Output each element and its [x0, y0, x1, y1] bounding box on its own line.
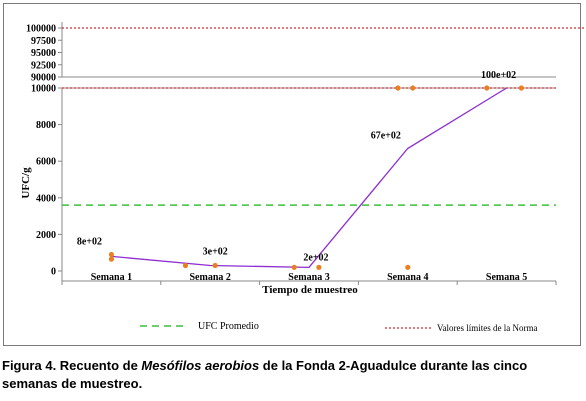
x-tick-label: Semana 1: [91, 272, 132, 283]
replicate-point: [410, 85, 416, 91]
x-tick-label: Semana 5: [486, 272, 527, 283]
lower-y-tick-label: 4000: [36, 193, 56, 204]
lower-y-tick-label: 10000: [31, 84, 56, 95]
replicate-point: [108, 251, 114, 258]
upper-y-tick-label: 92500: [31, 60, 56, 71]
replicate-point: [484, 85, 490, 91]
caption-prefix: Figura 4. Recuento de: [2, 358, 142, 373]
series-line: [111, 87, 507, 268]
x-tick-label: Semana 3: [288, 272, 329, 283]
caption-suffix: de la Fonda 2-Aguadulce durante las cinc…: [2, 358, 528, 391]
legend-norma-label: Valores límites de la Norma: [437, 323, 537, 333]
replicate-point: [518, 85, 525, 91]
y-axis-title: UFC/g: [20, 167, 32, 199]
legend-ufc-promedio-label: UFC Promedio: [198, 321, 259, 332]
replicate-point: [316, 264, 322, 270]
replicate-point: [405, 264, 411, 270]
x-tick-label: Semana 2: [189, 272, 230, 283]
lower-y-tick-label: 0: [51, 267, 56, 278]
upper-y-tick-label: 90000: [31, 73, 56, 84]
data-label: 67e+02: [371, 130, 401, 141]
figure-caption: Figura 4. Recuento de Mesófilos aerobios…: [2, 357, 586, 393]
caption-italic: Mesófilos aerobios: [141, 358, 260, 373]
x-axis-title: Tiempo de muestreo: [262, 284, 358, 296]
replicate-point: [212, 262, 218, 269]
lower-y-tick-label: 6000: [36, 157, 56, 168]
data-label: 8e+02: [77, 236, 102, 247]
data-label: 2e+02: [303, 252, 328, 263]
chart-frame: [3, 3, 581, 346]
replicate-point: [395, 85, 401, 91]
replicate-point: [108, 256, 114, 262]
upper-y-tick-label: 97500: [31, 36, 56, 47]
data-label: 100e+02: [481, 70, 516, 81]
replicate-point: [182, 262, 189, 269]
upper-y-tick-label: 95000: [31, 48, 56, 59]
upper-y-tick-label: 100000: [26, 24, 56, 35]
data-label: 3e+02: [203, 247, 228, 258]
x-tick-label: Semana 4: [387, 272, 428, 283]
replicate-point: [291, 264, 297, 270]
lower-y-tick-label: 2000: [36, 230, 56, 241]
lower-axis-panel: 0 2000 4000 6000 8000 10000 Semana 1 Semana 2 Se…: [31, 70, 557, 285]
lower-y-tick-label: 8000: [36, 120, 56, 131]
